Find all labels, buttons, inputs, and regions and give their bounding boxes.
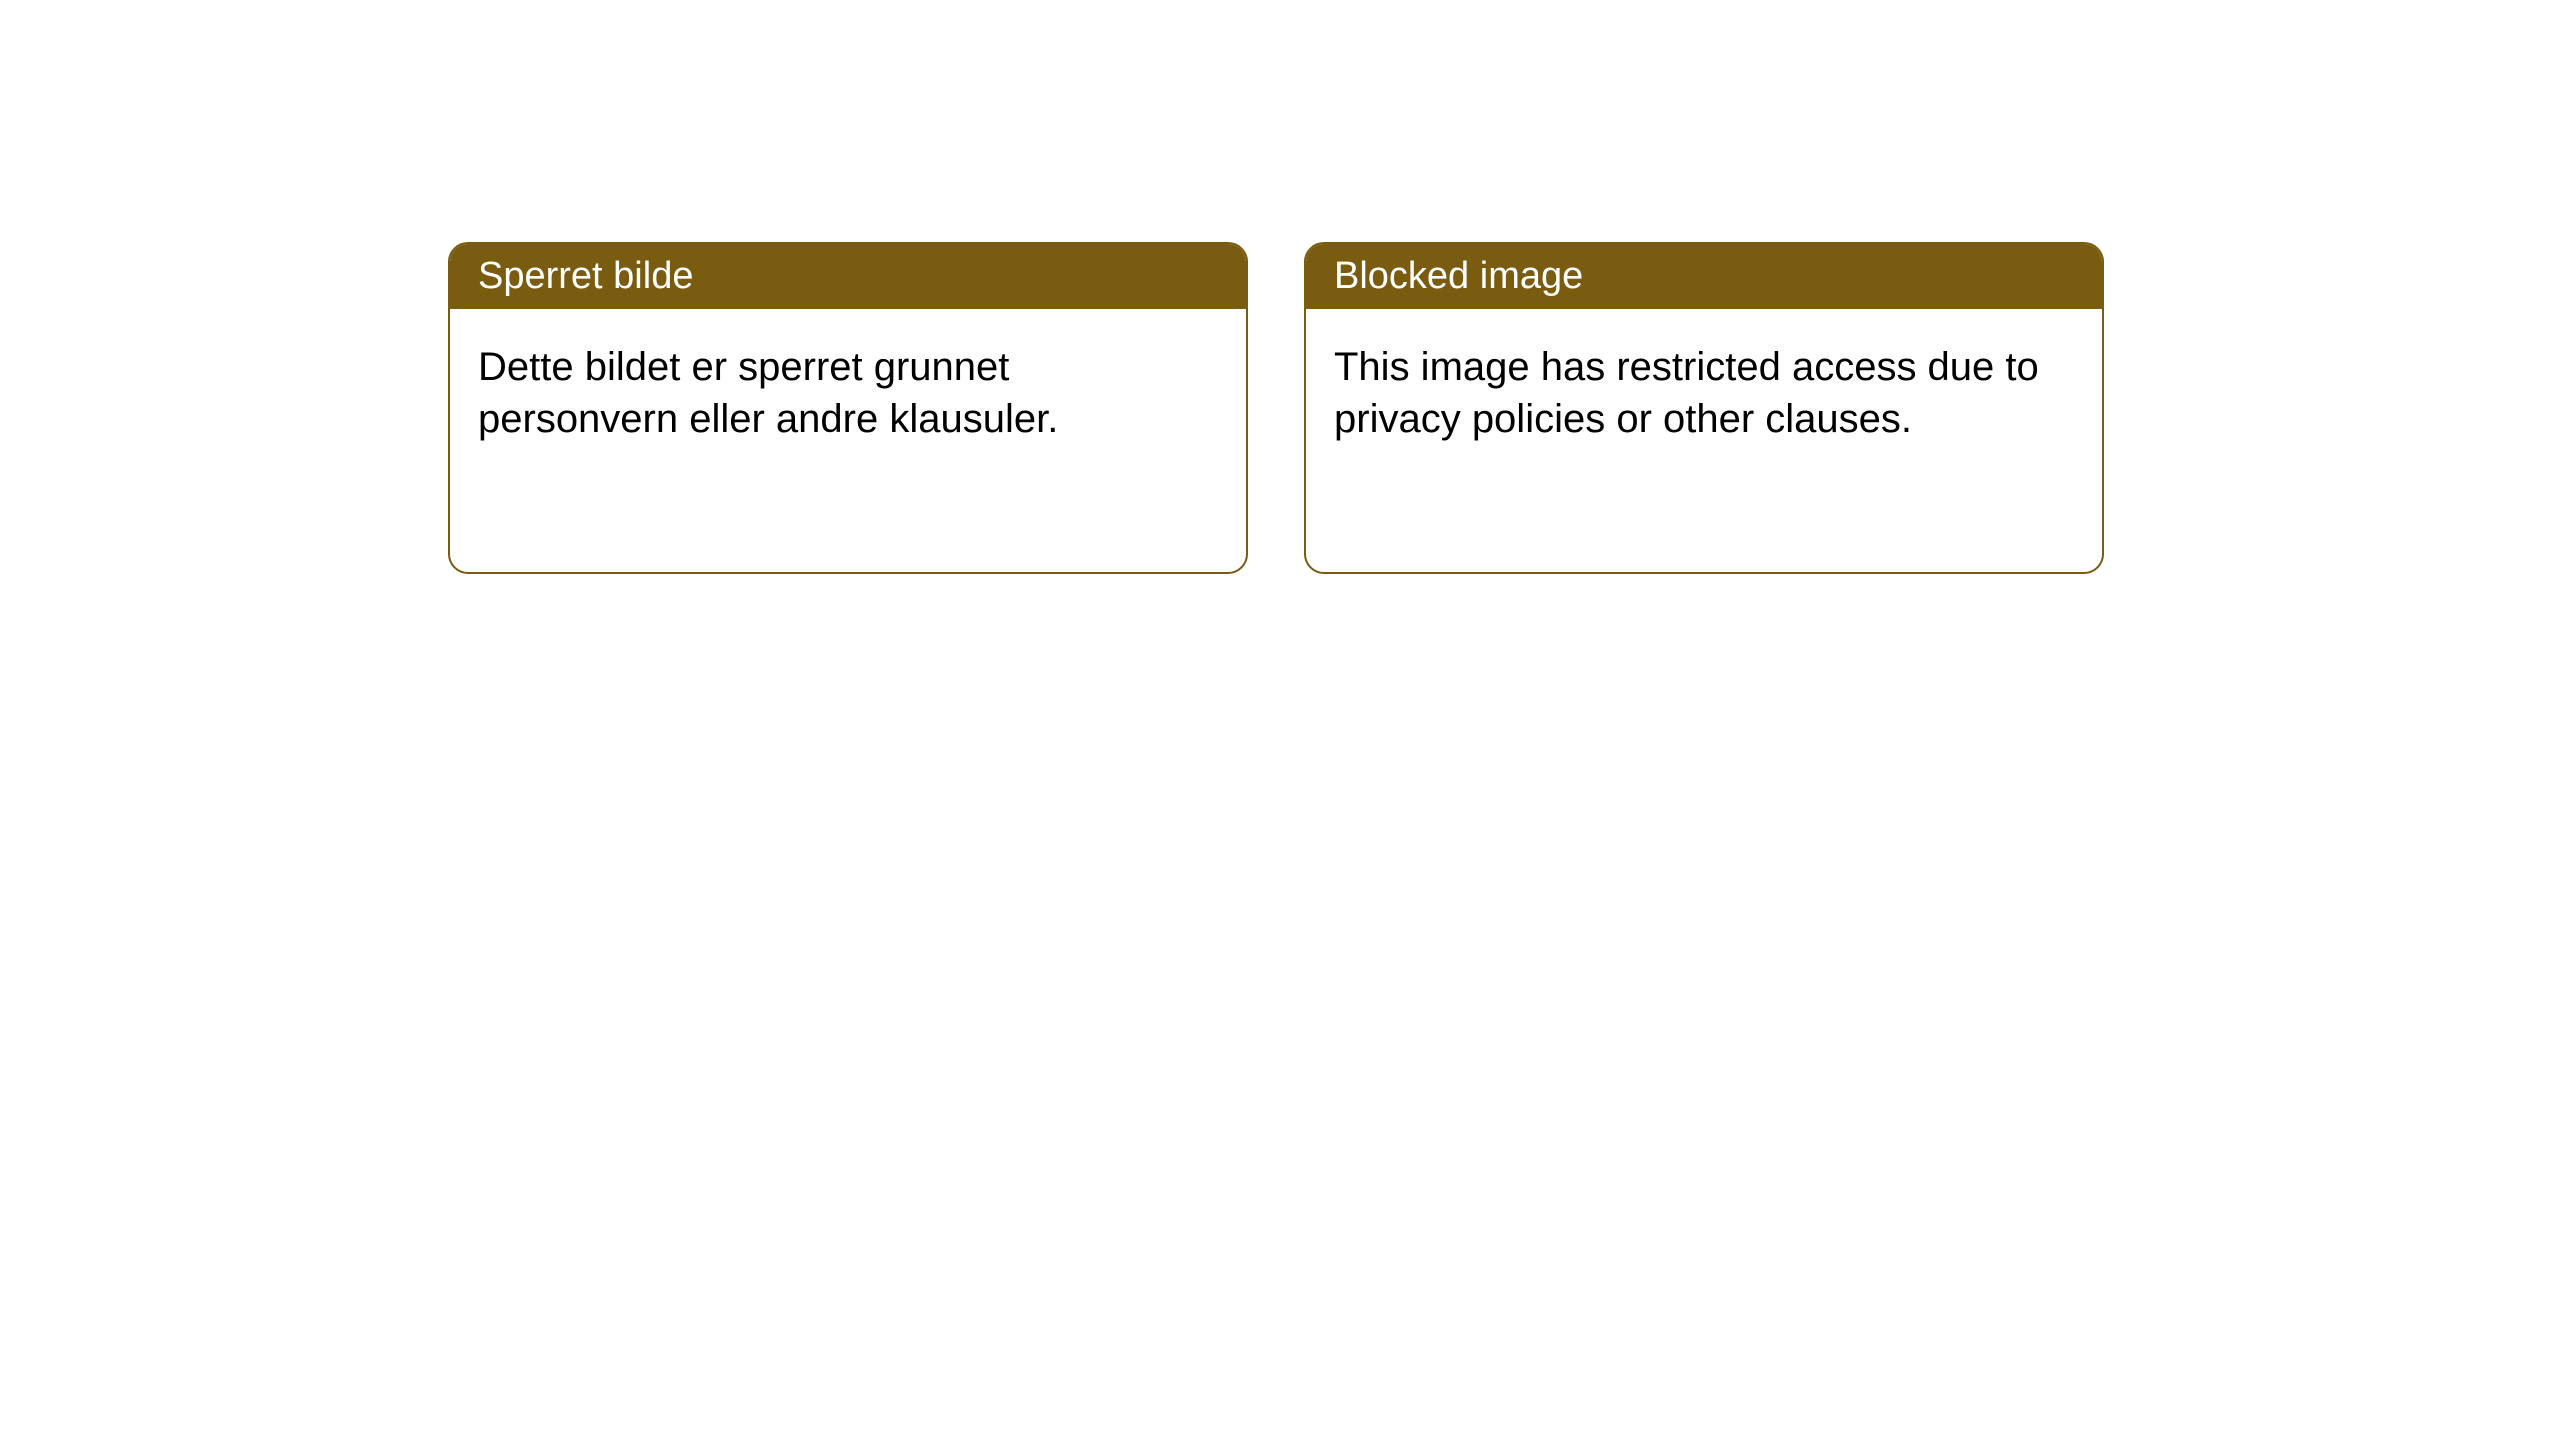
- blocked-image-card-norwegian: Sperret bilde Dette bildet er sperret gr…: [448, 242, 1248, 574]
- card-body-norwegian: Dette bildet er sperret grunnet personve…: [450, 309, 1246, 477]
- card-header-english: Blocked image: [1306, 244, 2102, 309]
- blocked-image-card-english: Blocked image This image has restricted …: [1304, 242, 2104, 574]
- notice-container: Sperret bilde Dette bildet er sperret gr…: [0, 0, 2560, 574]
- card-body-english: This image has restricted access due to …: [1306, 309, 2102, 477]
- card-header-norwegian: Sperret bilde: [450, 244, 1246, 309]
